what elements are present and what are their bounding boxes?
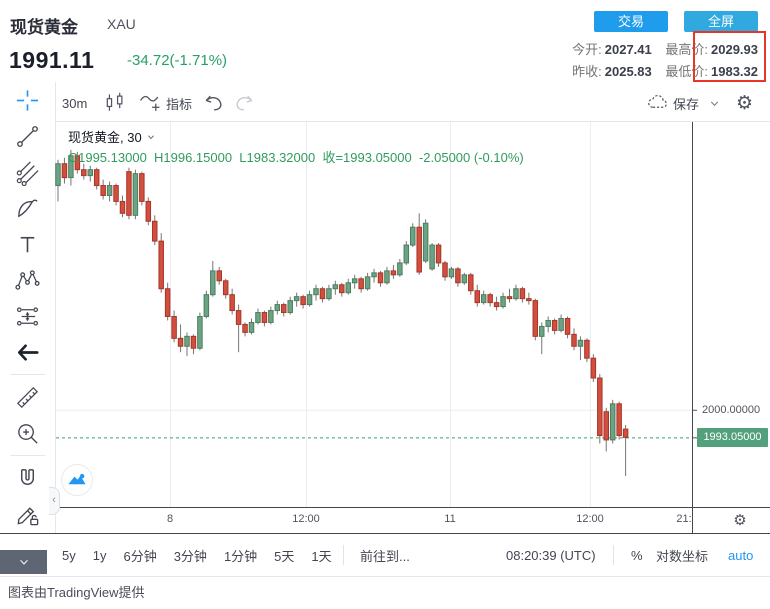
- goto-button[interactable]: 前往到...: [360, 548, 410, 564]
- chevron-down-icon: [145, 131, 157, 143]
- range-button-6分钟[interactable]: 6分钟: [123, 546, 156, 565]
- instrument-symbol: XAU: [107, 16, 136, 32]
- indicators-label: 指标: [166, 96, 193, 112]
- gear-icon: ⚙: [736, 92, 754, 114]
- divider: [10, 374, 45, 375]
- indicators-button[interactable]: 指标: [138, 85, 192, 121]
- instrument-title: 现货黄金: [10, 18, 78, 37]
- chevron-down-icon: [16, 554, 32, 570]
- price-axis-label: 2000.00000: [702, 403, 761, 416]
- time-axis-label: 21:: [676, 513, 692, 525]
- time-axis-label: 8: [166, 513, 174, 525]
- last-price-label: 1993.05000: [697, 427, 768, 447]
- settings-button[interactable]: ⚙: [736, 85, 753, 121]
- drawing-toolbar: [0, 82, 56, 575]
- bottom-toolbar: 5y 1y 6分钟 3分钟 1分钟 5天 1天 前往到... 08:20:39 (UTC) …: [0, 533, 770, 577]
- clock[interactable]: 08:20:39 (UTC): [506, 547, 596, 563]
- low-value: 1983.32: [711, 64, 758, 79]
- separator: [343, 545, 344, 565]
- divider: [10, 455, 45, 456]
- open-label: 今开:: [572, 42, 602, 57]
- scroll-down-overlay[interactable]: [0, 550, 47, 574]
- interval-button[interactable]: 30m: [62, 85, 87, 121]
- range-button-1y[interactable]: 1y: [92, 547, 107, 563]
- high-value: 2029.93: [711, 42, 758, 57]
- tradingview-logo[interactable]: [61, 464, 93, 496]
- fullscreen-button[interactable]: 全屏: [684, 11, 758, 32]
- sidebar-collapse-handle[interactable]: ‹: [49, 487, 60, 515]
- ohlc-values: O1995.13000 H1996.15000 L1983.32000 收=19…: [68, 150, 524, 165]
- range-button-5y[interactable]: 5y: [62, 547, 76, 563]
- save-button[interactable]: 保存: [646, 85, 699, 121]
- range-button-1分钟[interactable]: 1分钟: [224, 546, 257, 565]
- stats-row-prevclose-low: 昨收: 2025.83 最低价: 1983.32: [458, 61, 758, 80]
- prev-close-label: 昨收:: [572, 64, 602, 79]
- last-price: 1991.11: [9, 47, 95, 73]
- time-axis-label: 12:00: [292, 513, 320, 525]
- attribution: 图表由TradingView提供: [8, 585, 145, 600]
- open-value: 2027.41: [604, 42, 652, 57]
- range-button-5天[interactable]: 5天: [274, 546, 294, 565]
- series-legend[interactable]: 现货黄金, 30: [68, 127, 157, 146]
- time-axis-border: [55, 507, 770, 508]
- price-axis-border: [692, 122, 693, 533]
- auto-scale-button[interactable]: auto: [728, 547, 754, 563]
- interval-label: 30m: [62, 95, 88, 111]
- time-axis-label: 12:00: [576, 513, 604, 525]
- prev-close-value: 2025.83: [604, 64, 652, 79]
- price-change: -34.72(-1.71%): [127, 52, 228, 69]
- save-label: 保存: [673, 96, 700, 112]
- range-button-1天[interactable]: 1天: [311, 546, 331, 565]
- trade-button[interactable]: 交易: [594, 11, 668, 32]
- log-scale-button[interactable]: 对数坐标: [656, 548, 709, 564]
- tradingview-logo-icon: [65, 468, 89, 492]
- time-axis-label: 11: [444, 513, 456, 525]
- separator: [613, 545, 614, 565]
- range-buttons: 5y 1y 6分钟 3分钟 1分钟 5天 1天: [62, 534, 332, 576]
- range-button-3分钟[interactable]: 3分钟: [174, 546, 207, 565]
- percent-scale-button[interactable]: %: [631, 547, 643, 563]
- high-label: 最高价:: [665, 42, 708, 57]
- top-toolbar: 30m 指标 保存 ⚙: [55, 85, 770, 122]
- series-title: 现货黄金, 30: [68, 130, 142, 145]
- axis-settings-gear-icon[interactable]: ⚙: [733, 511, 747, 529]
- stats-row-open-high: 今开: 2027.41 最高价: 2029.93: [458, 39, 758, 58]
- low-label: 最低价:: [665, 64, 708, 79]
